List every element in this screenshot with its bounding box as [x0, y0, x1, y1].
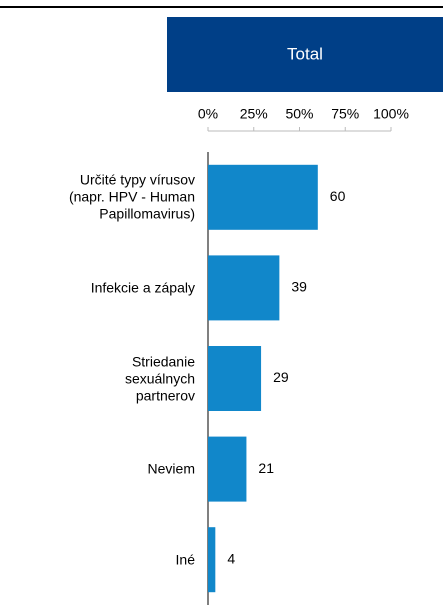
value-label: 60 [330, 188, 346, 204]
bar [208, 436, 247, 502]
bar [208, 527, 216, 593]
value-label: 4 [227, 550, 235, 566]
category-label: Neviem [147, 460, 195, 477]
bar [208, 255, 280, 321]
bar [208, 164, 318, 230]
value-label: 39 [291, 279, 307, 295]
x-tick-label: 25% [240, 106, 268, 122]
bar [208, 346, 262, 411]
category-label: Infekcie a zápaly [90, 279, 195, 296]
category-label: Iné [175, 551, 195, 568]
series-header: Total [287, 44, 323, 63]
value-label: 21 [258, 460, 274, 476]
header-box [167, 17, 443, 92]
value-label: 29 [273, 369, 289, 385]
category-label: Striedanie sexuálnych partnerov [124, 353, 195, 403]
x-tick-label: 100% [373, 106, 409, 122]
x-tick-label: 75% [331, 106, 359, 122]
x-tick-label: 0% [198, 106, 218, 122]
category-label: Určité typy vírusov (napr. HPV - Human P… [68, 171, 195, 222]
x-tick-label: 50% [285, 106, 313, 122]
